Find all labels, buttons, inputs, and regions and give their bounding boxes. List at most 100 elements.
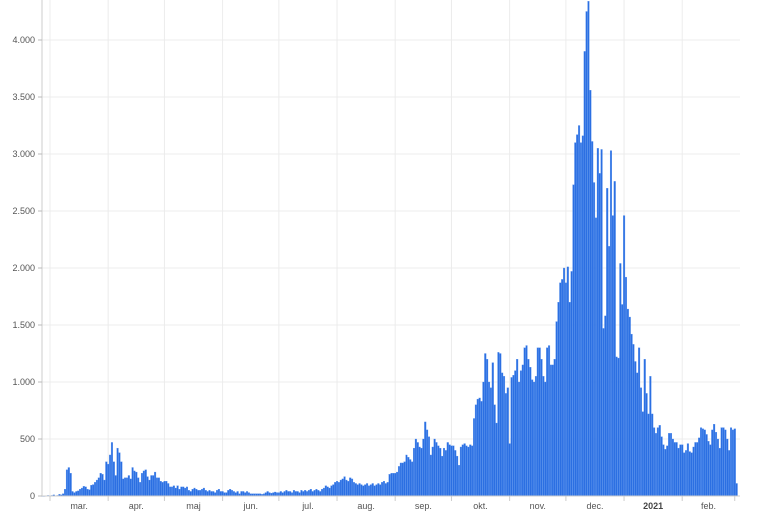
bar — [694, 442, 697, 497]
bar — [354, 483, 357, 497]
bar — [726, 438, 729, 497]
bar — [217, 489, 220, 497]
x-tick-label: mar. — [70, 501, 88, 511]
bar — [114, 475, 117, 497]
bar — [343, 476, 346, 497]
bar — [566, 266, 569, 497]
bar — [129, 478, 132, 497]
bar — [382, 481, 385, 497]
bar — [191, 489, 194, 497]
bar — [441, 455, 444, 497]
bar — [234, 492, 237, 497]
bar — [193, 487, 196, 497]
bar — [148, 479, 151, 497]
gridlines — [42, 0, 740, 496]
bar — [735, 483, 738, 497]
bar — [484, 353, 487, 497]
bar — [326, 486, 329, 497]
y-tick-label: 1.000 — [12, 377, 35, 387]
bar — [242, 491, 245, 497]
bar — [670, 433, 673, 497]
bar — [523, 347, 526, 497]
bar — [698, 437, 701, 497]
bar — [291, 492, 294, 497]
bar — [69, 473, 72, 497]
bar — [476, 398, 479, 497]
bar — [189, 491, 192, 497]
bar — [379, 484, 382, 497]
bar — [332, 484, 335, 497]
bar — [154, 471, 157, 497]
bar — [594, 217, 597, 497]
bar — [366, 483, 369, 497]
bar — [75, 491, 78, 497]
bar — [730, 427, 733, 497]
bar — [437, 445, 440, 497]
bar — [474, 404, 477, 497]
bar — [77, 490, 80, 497]
bar — [416, 442, 419, 497]
bar — [488, 381, 491, 497]
bar — [90, 485, 93, 497]
bar — [681, 444, 684, 497]
bar — [358, 483, 361, 497]
bar — [150, 475, 153, 497]
bar — [392, 473, 395, 497]
bar — [653, 427, 656, 497]
bar — [446, 442, 449, 497]
bar — [202, 487, 205, 497]
bar — [407, 457, 410, 497]
bar — [142, 470, 145, 497]
bar — [287, 491, 290, 497]
bar — [135, 471, 138, 497]
bar — [731, 429, 734, 497]
bar — [386, 482, 389, 497]
bar — [67, 467, 70, 497]
bar — [608, 246, 611, 497]
bar — [201, 489, 204, 497]
bar — [122, 478, 125, 497]
bar — [649, 376, 652, 497]
bars — [41, 1, 738, 497]
bar — [728, 450, 731, 497]
y-axis-ticks: 0 500 1.000 1.500 2.000 2.500 3.000 3.500 4.000 — [12, 35, 42, 501]
bar — [548, 345, 551, 497]
bar — [433, 438, 436, 497]
bar — [411, 461, 414, 497]
bar — [504, 393, 507, 497]
bar — [71, 491, 74, 497]
bar — [724, 429, 727, 497]
bar — [636, 372, 639, 497]
bar — [381, 482, 384, 497]
bar — [426, 429, 429, 497]
bar — [272, 492, 275, 497]
bar — [204, 490, 207, 497]
bar — [172, 485, 175, 497]
y-tick-label: 1.500 — [12, 320, 35, 330]
bar — [232, 491, 235, 497]
bar — [82, 486, 85, 497]
bar — [375, 484, 378, 497]
bar — [88, 489, 91, 497]
bar — [206, 491, 209, 497]
bar — [613, 181, 616, 497]
x-tick-label: aug. — [357, 501, 375, 511]
bar — [131, 467, 134, 497]
bar — [448, 444, 451, 497]
bar — [324, 485, 327, 497]
bar — [330, 485, 333, 497]
bar — [431, 446, 434, 497]
bar — [666, 445, 669, 497]
bar — [384, 483, 387, 497]
bar — [73, 492, 76, 497]
bar — [420, 447, 423, 497]
bar — [606, 188, 609, 497]
bar — [210, 491, 213, 497]
bar — [94, 482, 97, 497]
bar — [112, 461, 115, 497]
bar — [116, 447, 119, 497]
bar — [80, 487, 83, 497]
bar — [589, 90, 592, 497]
bar — [561, 279, 564, 497]
bar — [283, 491, 286, 497]
